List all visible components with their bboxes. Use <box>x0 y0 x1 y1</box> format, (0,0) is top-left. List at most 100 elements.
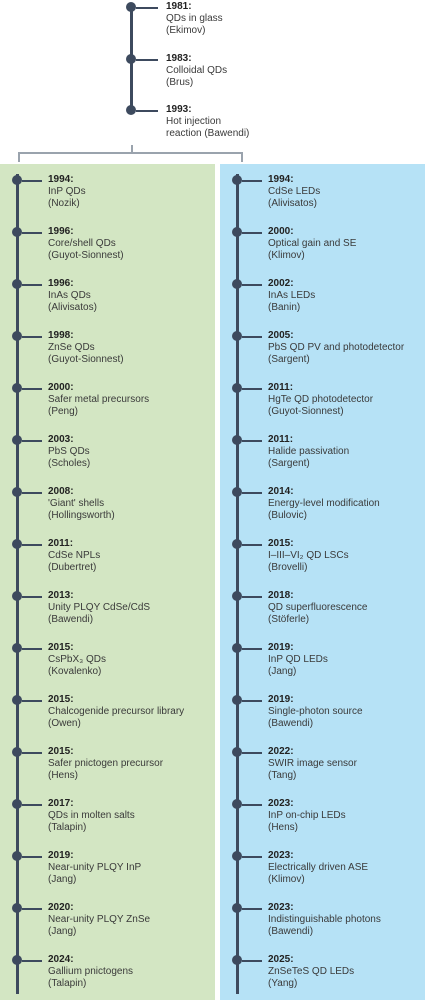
timeline-node <box>232 643 242 653</box>
top-entry-1981: 1981: QDs in glass (Ekimov) <box>166 1 223 37</box>
entry-author: (Kovalenko) <box>48 666 102 677</box>
entry-year: 2011: <box>268 382 294 393</box>
entry-text: ZnSeTeS QD LEDs <box>268 966 355 977</box>
timeline-tick <box>242 700 262 702</box>
timeline-node <box>12 903 22 913</box>
entry-text: CdSe NPLs <box>48 550 101 561</box>
right-timeline-entry: 2022: SWIR image sensor (Tang) <box>268 746 357 782</box>
timeline-node <box>12 643 22 653</box>
timeline-tick <box>242 752 262 754</box>
timeline-tick <box>22 596 42 598</box>
timeline-tick <box>22 336 42 338</box>
entry-text: Optical gain and SE <box>268 238 357 249</box>
entry-text: Near-unity PLQY InP <box>48 862 142 873</box>
entry-author: (Yang) <box>268 978 298 989</box>
timeline-tick <box>242 440 262 442</box>
left-timeline-entry: 2013: Unity PLQY CdSe/CdS (Bawendi) <box>48 590 150 626</box>
timeline-tick <box>242 908 262 910</box>
entry-author: (Tang) <box>268 770 297 781</box>
entry-author: (Jang) <box>48 874 77 885</box>
entry-author: (Ekimov) <box>166 25 206 36</box>
timeline-tick <box>136 110 158 112</box>
timeline-node <box>232 487 242 497</box>
left-timeline-entry: 1994: InP QDs (Nozik) <box>48 174 86 210</box>
right-timeline-axis <box>236 174 239 994</box>
entry-year: 2015: <box>48 694 74 705</box>
entry-text: QDs in molten salts <box>48 810 135 821</box>
left-timeline-entry: 2017: QDs in molten salts (Talapin) <box>48 798 135 834</box>
right-timeline-entry: 2023: Electrically driven ASE (Klimov) <box>268 850 368 886</box>
bracket-left-leg <box>18 152 20 162</box>
entry-author: (Alivisatos) <box>268 198 317 209</box>
right-timeline-entry: 2005: PbS QD PV and photodetector (Sargent… <box>268 330 404 366</box>
timeline-node <box>12 383 22 393</box>
timeline-node <box>12 851 22 861</box>
entry-year: 1993: <box>166 104 192 115</box>
entry-author: (Klimov) <box>268 874 305 885</box>
timeline-tick <box>242 336 262 338</box>
left-timeline-axis <box>16 174 19 994</box>
timeline-tick <box>242 804 262 806</box>
entry-year: 2020: <box>48 902 74 913</box>
timeline-tick <box>136 7 158 9</box>
timeline-node <box>12 591 22 601</box>
entry-year: 2014: <box>268 486 294 497</box>
right-timeline-entry: 2025: ZnSeTeS QD LEDs (Yang) <box>268 954 354 990</box>
bracket-horizontal <box>18 152 242 154</box>
entry-author: (Bawendi) <box>268 718 314 729</box>
entry-text: CsPbX₃ QDs <box>48 654 106 665</box>
entry-text: QD superfluorescence <box>268 602 368 613</box>
timeline-node <box>12 539 22 549</box>
timeline-node <box>12 435 22 445</box>
entry-year: 1983: <box>166 53 192 64</box>
timeline-tick <box>22 388 42 390</box>
entry-author: (Talapin) <box>48 822 87 833</box>
right-timeline-entry: 2018: QD superfluorescence (Stöferle) <box>268 590 368 626</box>
timeline-tick <box>22 856 42 858</box>
timeline-tick <box>22 232 42 234</box>
bracket-stem <box>131 145 133 153</box>
left-timeline-entry: 2000: Safer metal precursors (Peng) <box>48 382 149 418</box>
top-timeline: 1981: QDs in glass (Ekimov) 1983: Colloi… <box>0 0 425 150</box>
entry-author: (Dubertret) <box>48 562 97 573</box>
timeline-tick <box>22 284 42 286</box>
timeline-node <box>12 799 22 809</box>
timeline-tick <box>242 648 262 650</box>
timeline-tick <box>22 752 42 754</box>
right-timeline-entry: 1994: CdSe LEDs (Alivisatos) <box>268 174 320 210</box>
timeline-node <box>232 331 242 341</box>
entry-year: 2018: <box>268 590 294 601</box>
right-timeline-entry: 2019: Single-photon source (Bawendi) <box>268 694 363 730</box>
timeline-tick <box>22 960 42 962</box>
entry-text: Colloidal QDs <box>166 65 228 76</box>
left-timeline-entry: 2024: Gallium pnictogens (Talapin) <box>48 954 133 990</box>
entry-year: 2025: <box>268 954 294 965</box>
timeline-tick <box>22 180 42 182</box>
entry-author: (Guyot-Sionnest) <box>48 354 124 365</box>
timeline-node <box>232 799 242 809</box>
entry-author: (Alivisatos) <box>48 302 97 313</box>
entry-text: InP QD LEDs <box>268 654 328 665</box>
entry-author: (Peng) <box>48 406 79 417</box>
entry-author: (Jang) <box>268 666 297 677</box>
entry-text: InP on-chip LEDs <box>268 810 346 821</box>
timeline-node <box>232 903 242 913</box>
entry-year: 2019: <box>268 642 294 653</box>
entry-text: ZnSe QDs <box>48 342 95 353</box>
timeline-tick <box>22 492 42 494</box>
entry-year: 2022: <box>268 746 294 757</box>
entry-author: (Sargent) <box>268 354 310 365</box>
right-timeline-entry: 2023: InP on-chip LEDs (Hens) <box>268 798 346 834</box>
entry-author: (Owen) <box>48 718 81 729</box>
entry-text: Hot injection <box>166 116 222 127</box>
timeline-tick <box>22 908 42 910</box>
entry-year: 1981: <box>166 1 192 12</box>
entry-text: SWIR image sensor <box>268 758 357 769</box>
entry-author: (Talapin) <box>48 978 87 989</box>
entry-text: Safer metal precursors <box>48 394 150 405</box>
timeline-node <box>232 851 242 861</box>
entry-year: 2019: <box>48 850 74 861</box>
left-timeline-entry: 1998: ZnSe QDs (Guyot-Sionnest) <box>48 330 124 366</box>
entry-year: 2011: <box>268 434 294 445</box>
timeline-node <box>12 175 22 185</box>
